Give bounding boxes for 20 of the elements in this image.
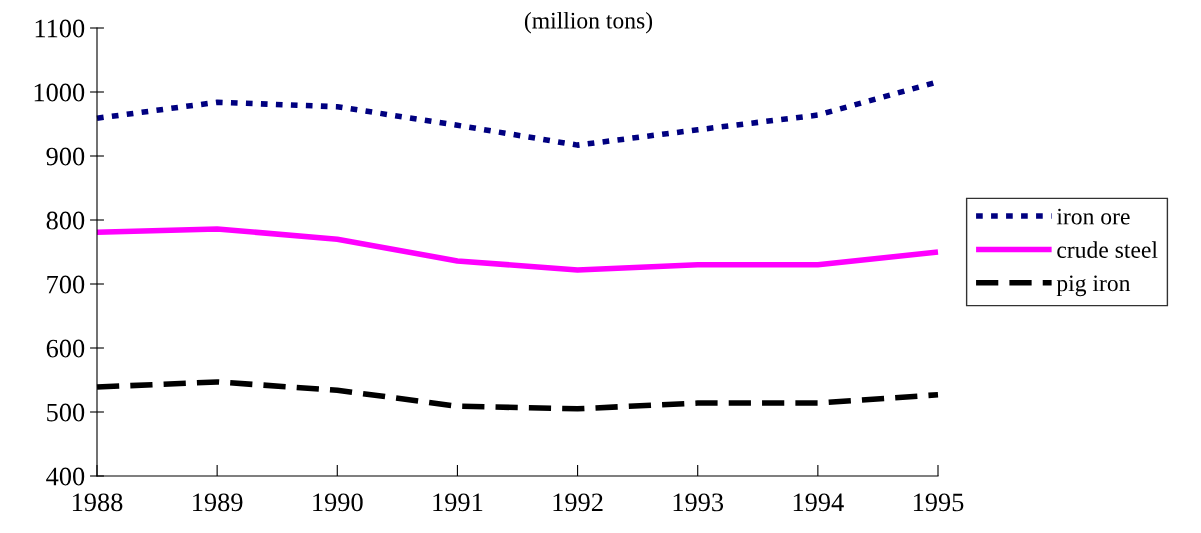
legend-label: crude steel (1057, 241, 1158, 258)
x-tick-label: 1988 (72, 493, 123, 512)
y-tick-label: 500 (47, 403, 85, 422)
x-tick-label: 1995 (913, 493, 964, 512)
x-tick-label: 1991 (433, 493, 483, 512)
y-tick-label: 1000 (34, 83, 85, 102)
y-tick-label: 700 (47, 275, 85, 294)
y-tick-label: 600 (46, 339, 85, 358)
x-tick-label: 1994 (793, 493, 844, 512)
x-tick-label: 1993 (673, 493, 724, 512)
y-tick-label: 400 (46, 467, 85, 486)
y-tick-label: 800 (46, 211, 85, 230)
x-tick-label: 1989 (193, 493, 243, 512)
x-tick-label: 1990 (313, 493, 363, 512)
legend-label: pig iron (1056, 275, 1131, 297)
chart-subtitle: (million tons) (524, 12, 653, 34)
y-tick-label: 900 (46, 147, 85, 166)
legend-label: iron ore (1056, 208, 1130, 225)
y-tick-label: 1100 (35, 19, 85, 38)
x-tick-label: 1992 (553, 493, 603, 512)
